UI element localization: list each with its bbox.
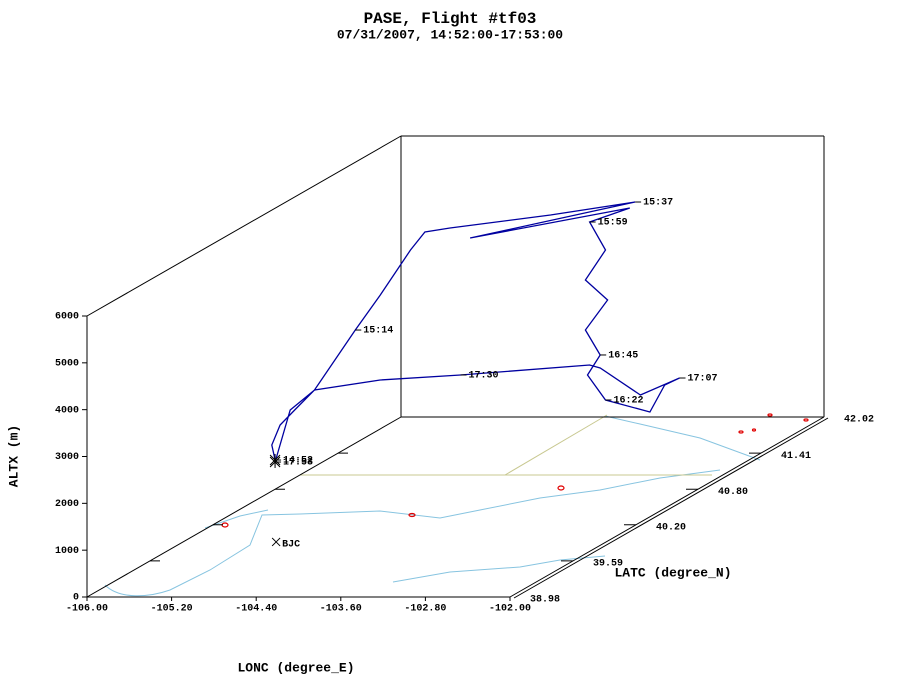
chart-title: PASE, Flight #tf03 [364,10,537,28]
z-tick-label: 1000 [55,546,79,557]
y-tick-label: 40.80 [718,487,748,498]
z-axis-label: ALTX (m) [6,425,21,487]
x-tick-label: -105.20 [151,604,193,615]
y-tick-label: 42.02 [844,415,874,426]
x-tick-label: -102.00 [489,604,531,615]
axis-box [86,416,402,598]
x-tick-label: -104.40 [235,604,277,615]
ground-track [300,414,712,476]
ground-spots [221,413,809,528]
time-label: 17:30 [469,371,499,382]
time-label: 15:14 [363,326,393,337]
time-label: 16:45 [608,351,638,362]
x-tick-label: -103.60 [320,604,362,615]
ground-map [104,415,761,597]
time-label: 17:07 [688,374,718,385]
time-label: 17:53 [283,458,313,469]
time-label: 16:22 [613,396,643,407]
time-label: 14:52 [283,456,313,467]
x-tick-label: -106.00 [66,604,108,615]
axis-box [509,416,825,598]
z-tick-label: 6000 [55,312,79,323]
x-tick-label: -102.80 [404,604,446,615]
y-tick-label: 38.98 [530,595,560,606]
z-tick-label: 3000 [55,452,79,463]
y-axis-label: LATC (degree_N) [614,565,731,580]
y-tick-label: 39.59 [593,559,623,570]
time-label: 15:59 [598,218,628,229]
x-axis-label: LONC (degree_E) [237,660,354,675]
z-tick-label: 4000 [55,405,79,416]
chart-subtitle: 07/31/2007, 14:52:00-17:53:00 [337,27,563,42]
y-tick-label: 40.20 [656,522,686,533]
z-tick-label: 0 [73,593,79,604]
axis-box [86,135,402,317]
time-label: 15:37 [643,198,673,209]
y-tick-label: 41.41 [781,451,811,462]
site-marker [271,537,281,547]
flight-track [271,201,680,463]
axis-box [513,417,829,599]
z-tick-label: 2000 [55,499,79,510]
site-label: BJC [282,540,300,551]
z-tick-label: 5000 [55,358,79,369]
